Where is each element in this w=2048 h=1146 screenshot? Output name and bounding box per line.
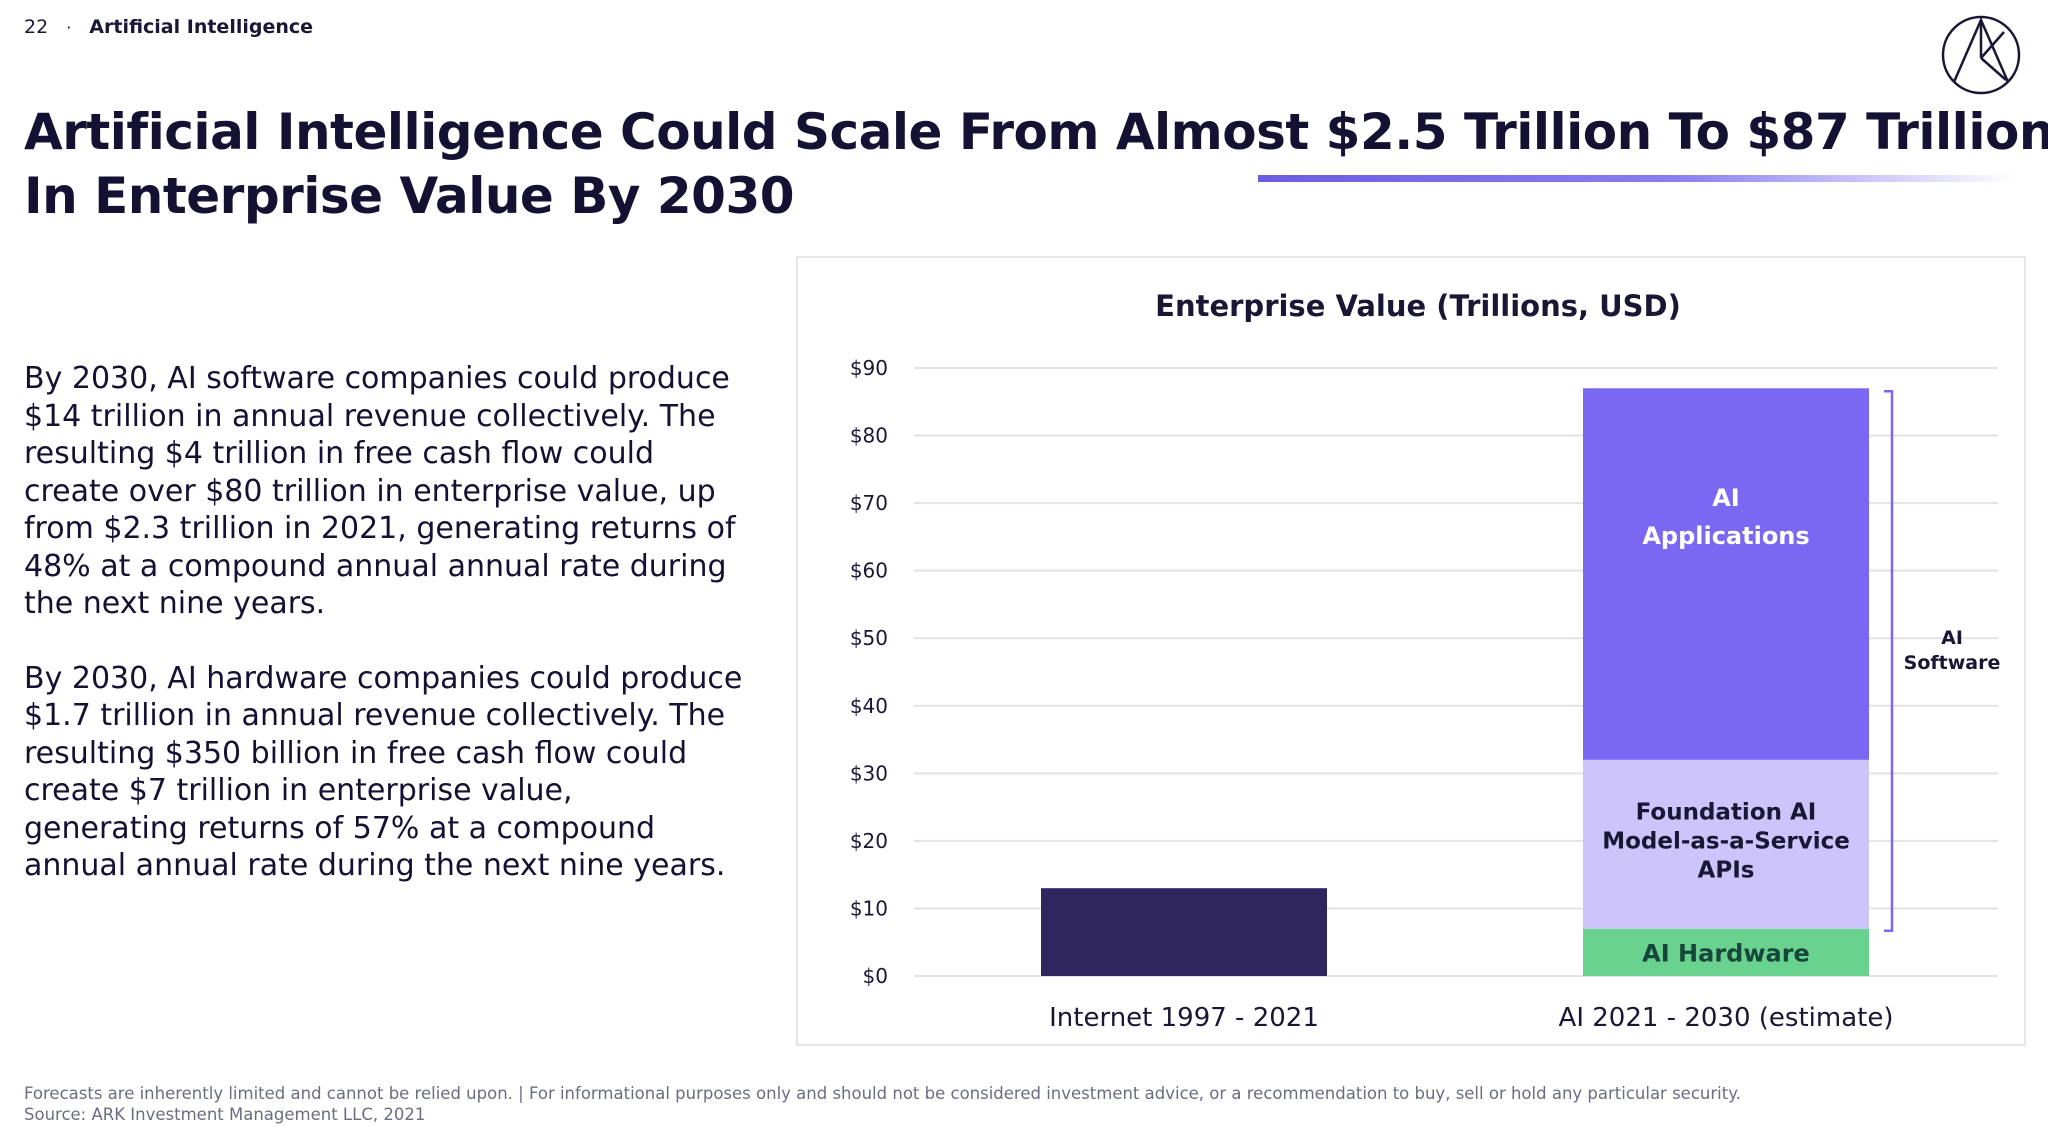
- y-tick-label: $90: [850, 356, 888, 380]
- ai-hardware-label: AI Hardware: [1642, 939, 1810, 967]
- title-line-2: In Enterprise Value By 2030: [24, 167, 795, 225]
- enterprise-value-chart: Enterprise Value (Trillions, USD) $0 $10 $2…: [850, 289, 2001, 1033]
- chart-panel: Enterprise Value (Trillions, USD) $0 $10 $2…: [796, 256, 2026, 1046]
- ai-applications-segment: [1583, 388, 1869, 760]
- page-number: 22: [24, 16, 49, 38]
- section-label: Artificial Intelligence: [89, 16, 314, 38]
- y-tick-label: $70: [850, 491, 888, 515]
- separator-dot: ·: [66, 17, 72, 37]
- foundation-ai-label: Model-as-a-Service: [1602, 828, 1850, 854]
- ai-software-label: AI: [1941, 627, 1963, 649]
- paragraph-software: By 2030, AI software companies could pro…: [24, 361, 736, 621]
- title-line-1: Artificial Intelligence Could Scale From…: [24, 103, 2048, 161]
- y-tick-label: $60: [850, 559, 888, 583]
- ark-logo-icon: [1941, 15, 2021, 95]
- footer-disclaimer: Forecasts are inherently limited and can…: [24, 1084, 1741, 1103]
- foundation-ai-label: Foundation AI: [1636, 799, 1817, 825]
- footer: Forecasts are inherently limited and can…: [24, 1083, 1741, 1125]
- header-bar: 22 · Artificial Intelligence: [24, 16, 313, 38]
- title-accent-bar: [1258, 175, 2018, 182]
- body-text: By 2030, AI software companies could pro…: [24, 360, 744, 922]
- ai-hardware-segment: [1583, 928, 1869, 976]
- paragraph-hardware: By 2030, AI hardware companies could pro…: [24, 660, 743, 884]
- y-tick-label: $50: [850, 626, 888, 650]
- foundation-ai-segment: [1583, 759, 1869, 929]
- x-category-label: Internet 1997 - 2021: [1049, 1003, 1319, 1033]
- ai-applications-label: AI: [1712, 484, 1740, 512]
- internet-bar: [1041, 888, 1327, 976]
- y-tick-label: $30: [850, 761, 888, 785]
- y-tick-label: $0: [863, 964, 888, 988]
- ai-software-bracket: [1884, 390, 1894, 932]
- y-tick-label: $20: [850, 829, 888, 853]
- y-tick-label: $40: [850, 694, 888, 718]
- ai-applications-label: Applications: [1642, 522, 1809, 550]
- page-title: Artificial Intelligence Could Scale From…: [24, 100, 2048, 228]
- y-tick-label: $10: [850, 896, 888, 920]
- chart-title: Enterprise Value (Trillions, USD): [1155, 289, 1681, 323]
- ai-software-label: Software: [1904, 652, 2001, 674]
- y-tick-label: $80: [850, 424, 888, 448]
- x-category-label: AI 2021 - 2030 (estimate): [1559, 1003, 1894, 1033]
- foundation-ai-label: APIs: [1698, 857, 1755, 883]
- footer-source: Source: ARK Investment Management LLC, 2…: [24, 1105, 426, 1124]
